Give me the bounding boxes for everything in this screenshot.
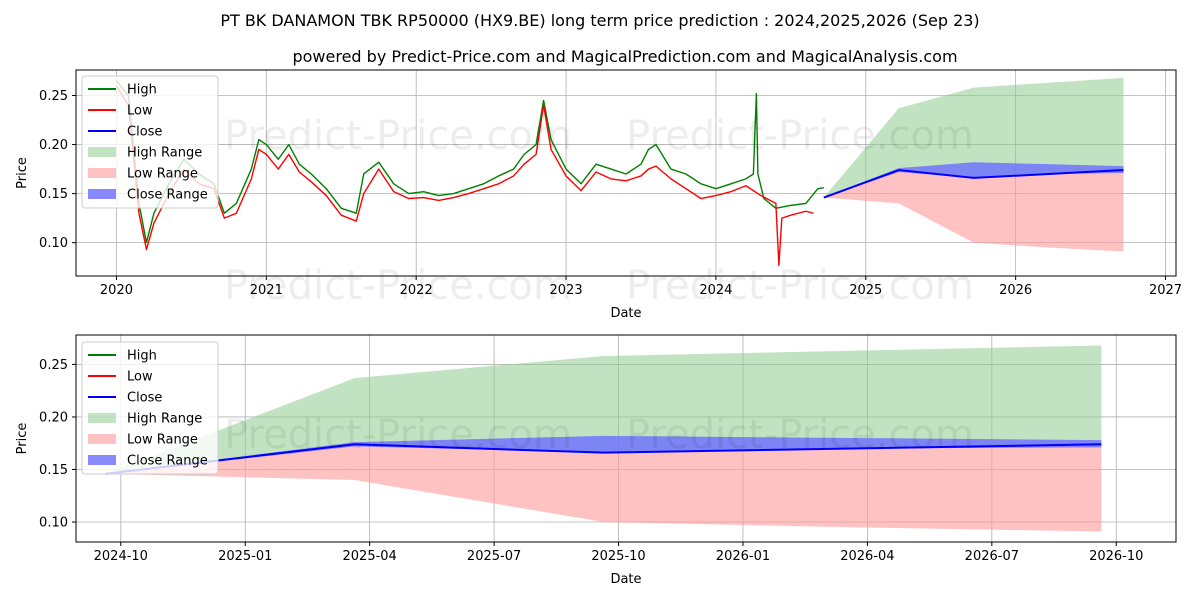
legend-label: Close — [127, 125, 162, 140]
plot-frame — [75, 334, 1177, 543]
y-tick-label: 0.10 — [39, 516, 68, 531]
legend-label: Close Range — [127, 454, 208, 469]
legend-label: High — [127, 83, 157, 98]
legend-label: High — [127, 349, 157, 364]
x-tick-label: 2027 — [1149, 283, 1182, 298]
legend-close-range-swatch — [88, 189, 116, 199]
x-tick-label: 2020 — [100, 283, 133, 298]
watermark-text: Predict-Price.com — [626, 412, 974, 458]
x-tick-label: 2026-01 — [716, 549, 770, 564]
y-tick-label: 0.25 — [39, 89, 68, 104]
watermark-text: Predict-Price.com — [224, 412, 572, 458]
x-tick-label: 2026 — [999, 283, 1032, 298]
x-tick-label: 2025-07 — [467, 549, 521, 564]
x-tick-label: 2026-04 — [840, 549, 894, 564]
full-history-chart: Predict-Price.com Predict-Price.com Predic… — [15, 69, 1182, 321]
prediction-zoom-chart: Predict-Price.com Predict-Price.com 2024-1… — [15, 334, 1177, 587]
watermark-text: Predict-Price.com — [626, 113, 974, 159]
y-axis-label: Price — [15, 423, 30, 455]
y-tick-label: 0.20 — [39, 138, 68, 153]
plot-area — [105, 345, 1102, 532]
legend-low-range-swatch — [88, 434, 116, 444]
close-range-band — [105, 435, 1102, 474]
x-tick-label: 2021 — [250, 283, 283, 298]
legend-label: High Range — [127, 412, 202, 427]
x-axis-label: Date — [610, 306, 641, 321]
y-tick-label: 0.10 — [39, 236, 68, 251]
chart-legend: High Low Close High Range Low Range Close Ran… — [81, 75, 219, 209]
close-price-line — [105, 443, 1102, 475]
x-tick-label: 2023 — [550, 283, 583, 298]
close-price-line — [823, 169, 1124, 199]
chart-legend: High Low Close High Range Low Range Close Ran… — [81, 341, 219, 475]
watermark-text: Predict-Price.com — [626, 263, 974, 309]
y-tick-label: 0.15 — [39, 463, 68, 478]
legend-close-range-swatch — [88, 455, 116, 465]
legend-label: Low — [127, 104, 153, 119]
figure-subtitle: powered by Predict-Price.com and Magical… — [292, 47, 957, 66]
x-tick-label: 2024-10 — [94, 549, 148, 564]
x-tick-label: 2025 — [849, 283, 882, 298]
y-tick-label: 0.20 — [39, 410, 68, 425]
watermark-text: Predict-Price.com — [224, 263, 572, 309]
y-tick-label: 0.15 — [39, 187, 68, 202]
y-axis-label: Price — [15, 157, 30, 189]
low-range-band — [823, 170, 1124, 252]
x-tick-label: 2025-04 — [343, 549, 397, 564]
low-range-band — [105, 444, 1102, 532]
x-tick-label: 2025-01 — [218, 549, 272, 564]
legend-high-range-swatch — [88, 147, 116, 157]
legend-label: Close — [127, 391, 162, 406]
x-axis-label: Date — [610, 572, 641, 587]
legend-low-range-swatch — [88, 168, 116, 178]
high-price-line — [115, 80, 824, 244]
legend-high-range-swatch — [88, 413, 116, 423]
x-tick-label: 2026-10 — [1089, 549, 1143, 564]
y-tick-label: 0.25 — [39, 358, 68, 373]
x-tick-label: 2024 — [699, 283, 732, 298]
legend-label: High Range — [127, 146, 202, 161]
legend-label: Close Range — [127, 188, 208, 203]
legend-label: Low Range — [127, 167, 198, 182]
legend-label: Low — [127, 370, 153, 385]
watermark-text: Predict-Price.com — [224, 113, 572, 159]
plot-frame — [75, 69, 1177, 277]
figure-title: PT BK DANAMON TBK RP50000 (HX9.BE) long … — [220, 11, 979, 30]
plot-area — [115, 77, 1124, 266]
x-tick-label: 2025-10 — [591, 549, 645, 564]
x-tick-label: 2026-07 — [965, 549, 1019, 564]
low-price-line — [115, 85, 814, 266]
legend-label: Low Range — [127, 433, 198, 448]
x-tick-label: 2022 — [400, 283, 433, 298]
